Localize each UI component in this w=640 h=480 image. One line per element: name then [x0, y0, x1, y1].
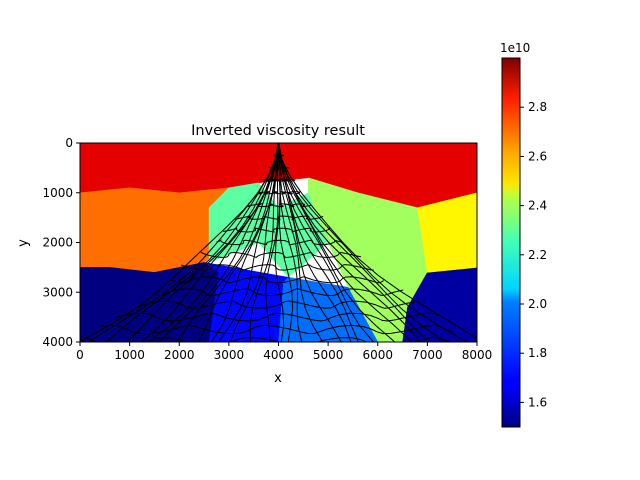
- mesh-ring-line: [114, 312, 439, 322]
- y-axis-ticks: 0 1000 2000 3000 4000: [42, 136, 80, 349]
- mesh-radial-line: [126, 143, 279, 342]
- mesh-ring-line: [135, 300, 425, 309]
- mesh-radial-line: [278, 143, 446, 342]
- colorbar-tick-label: 1.8: [528, 346, 547, 360]
- x-axis-ticks: 0 1000 2000 3000 4000 5000 6000 7000 8000: [76, 342, 492, 362]
- y-tick-label: 4000: [42, 335, 73, 349]
- mesh-radial-line: [278, 143, 467, 342]
- colorbar-tick-label: 2.4: [528, 199, 547, 213]
- x-axis-label: x: [274, 371, 282, 386]
- x-tick-label: 3000: [214, 348, 245, 362]
- mesh-ring-line: [180, 264, 374, 271]
- colorbar-tick-label: 2.0: [528, 297, 547, 311]
- mesh-ring-line: [100, 324, 454, 335]
- mesh-ring-line: [268, 166, 290, 169]
- x-tick-label: 0: [76, 348, 84, 362]
- mesh-radial-line: [278, 143, 396, 342]
- mesh-ring-line: [261, 178, 296, 182]
- colorbar: [501, 57, 521, 428]
- y-tick-label: 3000: [42, 285, 73, 299]
- colorbar-multiplier: 1e10: [500, 41, 530, 55]
- mesh-radial-line: [278, 143, 413, 342]
- x-tick-label: 6000: [362, 348, 393, 362]
- colorbar-tick-label: 2.8: [528, 100, 547, 114]
- mesh-ring-line: [168, 276, 384, 284]
- chart-title: Inverted viscosity result: [191, 123, 365, 139]
- y-tick-label: 0: [65, 136, 73, 150]
- y-axis-label: y: [16, 239, 31, 247]
- mesh-radial-line: [198, 143, 279, 342]
- x-tick-label: 7000: [412, 348, 443, 362]
- mesh-ring-line: [256, 191, 301, 195]
- x-tick-label: 4000: [263, 348, 294, 362]
- y-tick-label: 1000: [42, 186, 73, 200]
- x-tick-label: 1000: [114, 348, 145, 362]
- viscosity-regions: [80, 143, 477, 342]
- mesh-ring-line: [272, 154, 285, 157]
- colorbar-tick-label: 2.2: [528, 248, 547, 262]
- plot-area: [80, 143, 477, 342]
- mesh-radial-line: [177, 143, 279, 342]
- colorbar-ticks: 1.6 1.8 2.0 2.2 2.4 2.6 2.8: [520, 100, 547, 409]
- mesh-radial-line: [210, 143, 279, 342]
- region-right-mid: [417, 192, 477, 273]
- mesh-radial-line: [278, 143, 324, 342]
- x-tick-label: 2000: [164, 348, 195, 362]
- mesh-ring-line: [247, 203, 312, 208]
- colorbar-tick-label: 2.6: [528, 149, 547, 163]
- mesh-ring-line: [223, 227, 331, 233]
- y-tick-label: 2000: [42, 236, 73, 250]
- x-tick-label: 8000: [462, 348, 493, 362]
- mesh-radial-line: [278, 143, 342, 342]
- mesh-radial-line: [105, 143, 279, 342]
- mesh-lines: [80, 143, 477, 342]
- colorbar-tick-label: 1.6: [528, 395, 547, 409]
- mesh-radial-line: [278, 143, 477, 340]
- mesh-ring-line: [234, 215, 324, 220]
- mesh-radial-line: [265, 143, 279, 342]
- mesh-ring-line: [216, 239, 342, 246]
- x-tick-label: 5000: [313, 348, 344, 362]
- mesh-radial-line: [249, 143, 279, 342]
- mesh-ring-line: [157, 288, 404, 297]
- mesh-ring-line: [200, 251, 362, 259]
- mesh-radial-line: [141, 143, 279, 342]
- region-upper-band: [80, 187, 230, 273]
